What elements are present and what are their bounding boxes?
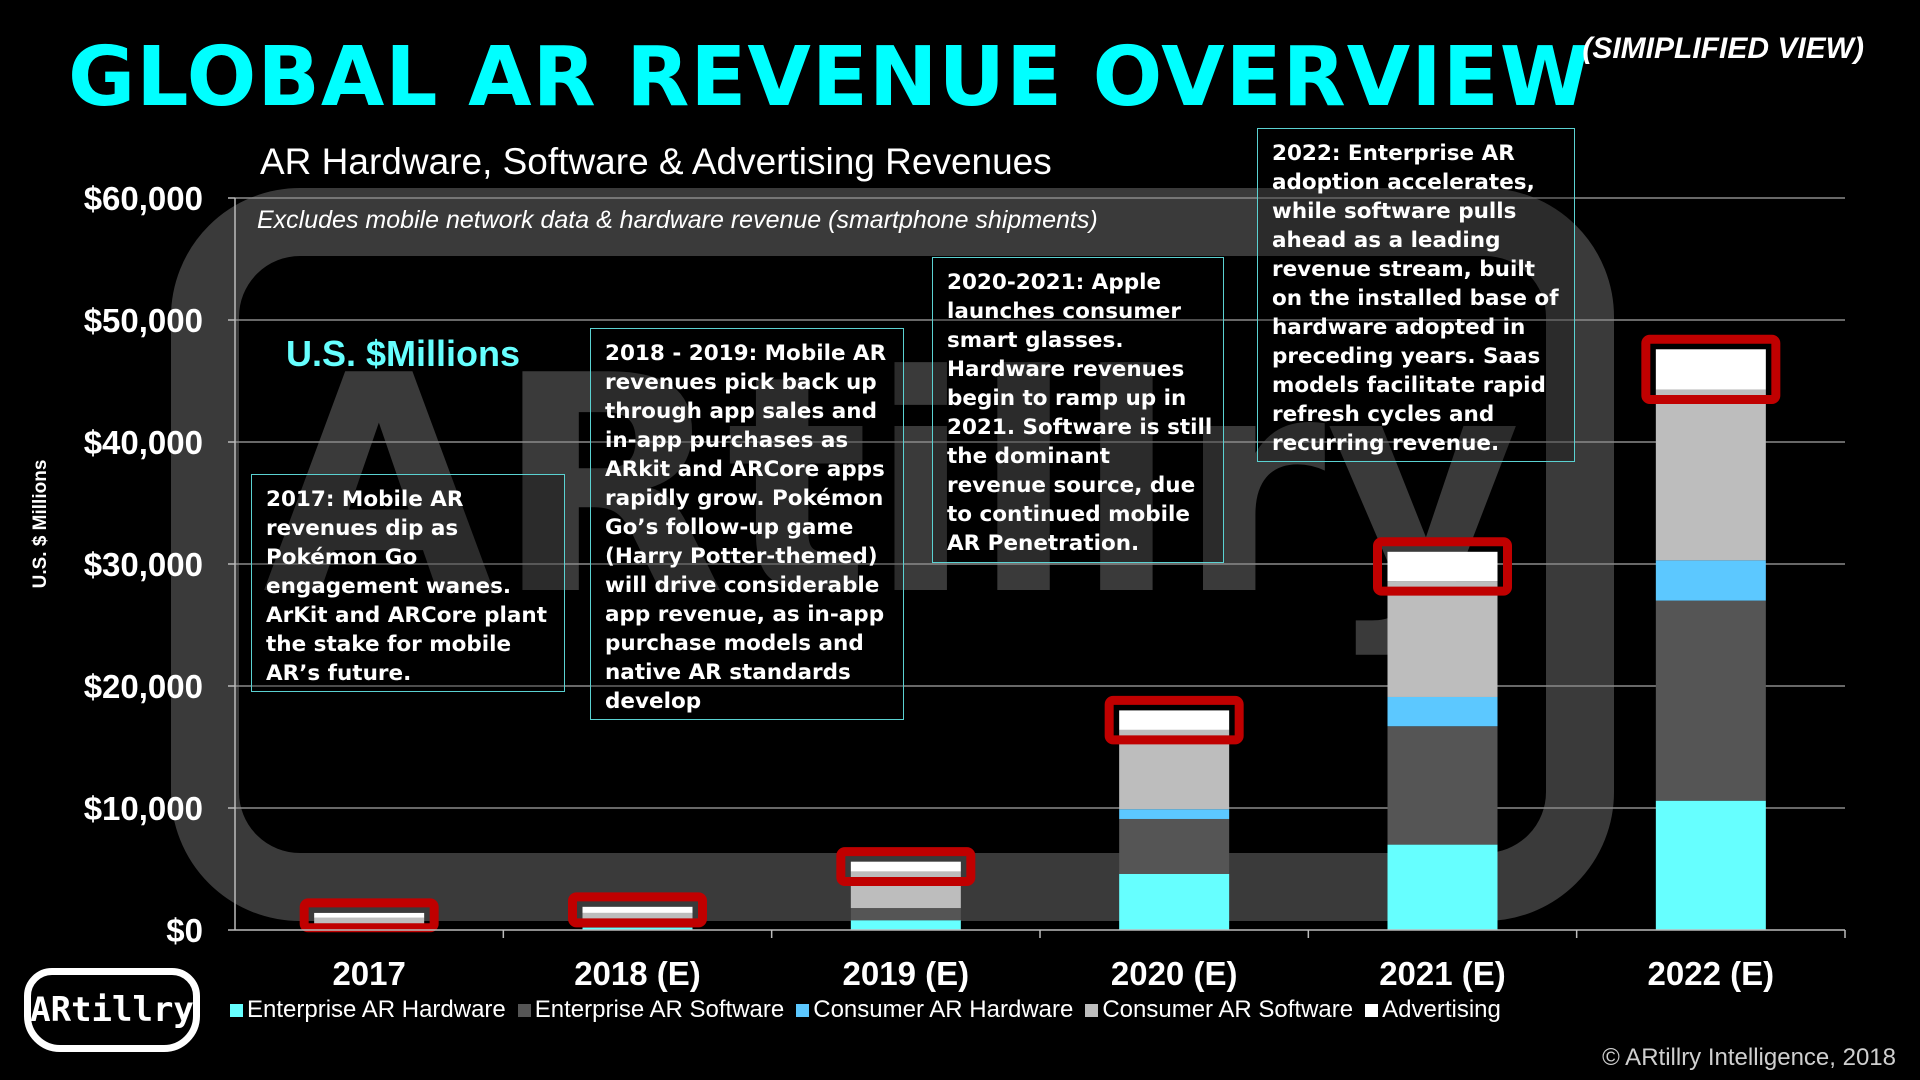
unit-label: U.S. $Millions <box>286 333 520 374</box>
x-tick-label: 2017 <box>332 955 405 992</box>
advertising-highlight <box>1104 695 1244 745</box>
bar-segment-enterprise-ar-hardware <box>1119 873 1230 930</box>
y-axis-label: U.S. $ Millions <box>30 460 51 589</box>
copyright: © ARtillry Intelligence, 2018 <box>1602 1044 1896 1071</box>
legend-item: Enterprise AR Hardware <box>230 996 506 1024</box>
bar-segment-consumer-ar-hardware <box>1119 809 1230 819</box>
advertising-highlight <box>568 892 707 928</box>
advertising-highlight <box>1641 334 1781 405</box>
legend-item: Advertising <box>1365 996 1501 1024</box>
advertising-highlight <box>299 898 439 933</box>
bar-segment-enterprise-ar-hardware <box>1655 800 1766 930</box>
legend-swatch <box>796 1003 810 1017</box>
bar-segment-advertising <box>1387 551 1498 582</box>
bar-segment-enterprise-ar-hardware <box>582 927 693 930</box>
advertising-highlight <box>836 847 976 886</box>
bar-segment-advertising <box>1119 710 1230 730</box>
watermark-text: ARtillry <box>263 312 1522 661</box>
legend-swatch <box>517 1003 531 1017</box>
bar-segment-consumer-ar-hardware <box>1655 560 1766 601</box>
bar-segment-enterprise-ar-hardware <box>1387 844 1498 930</box>
view-tag: (SIMIPLIFIED VIEW) <box>1582 32 1864 65</box>
legend: Enterprise AR Hardware Enterprise AR Soft… <box>230 996 1501 1024</box>
chart-subtitle: Excludes mobile network data & hardware … <box>257 206 1098 234</box>
legend-swatch <box>230 1003 243 1017</box>
y-tick-label: $10,000 <box>84 790 203 827</box>
legend-swatch <box>1085 1003 1099 1017</box>
bar-segment-advertising <box>582 906 693 913</box>
note-2022: 2022: Enterprise AR adoption accelerates… <box>1257 128 1575 462</box>
legend-label: Advertising <box>1382 996 1501 1023</box>
bar-segment-consumer-ar-software <box>314 917 425 928</box>
bar-segment-consumer-ar-software <box>1655 389 1766 561</box>
bar-segment-enterprise-ar-hardware <box>850 920 961 930</box>
y-tick-label: $40,000 <box>84 424 203 461</box>
chart-title: AR Hardware, Software & Advertising Reve… <box>260 141 1052 182</box>
bar-segment-consumer-ar-software <box>1387 581 1498 697</box>
y-tick-label: $60,000 <box>84 180 203 217</box>
bar-segment-consumer-ar-software <box>850 871 961 909</box>
note-2020-2021: 2020-2021: Apple launches consumer smart… <box>932 257 1224 563</box>
x-tick-label: 2021 (E) <box>1379 955 1506 992</box>
legend-label: Enterprise AR Hardware <box>247 996 506 1023</box>
bar-segment-consumer-ar-hardware <box>1387 696 1498 727</box>
bar-segment-advertising <box>1655 349 1766 390</box>
y-tick-label: $50,000 <box>84 302 203 339</box>
legend-label: Consumer AR Hardware <box>813 996 1074 1023</box>
bar-segment-enterprise-ar-software <box>1655 600 1766 801</box>
grid <box>235 197 1845 809</box>
note-2018-2019: 2018 - 2019: Mobile AR revenues pick bac… <box>590 328 904 720</box>
artillry-logo: ARtillry <box>24 968 200 1052</box>
legend-label: Enterprise AR Software <box>534 996 785 1023</box>
x-tick-label: 2022 (E) <box>1648 955 1775 992</box>
y-tick-label: $0 <box>166 912 203 949</box>
legend-item: Consumer AR Hardware <box>796 996 1073 1024</box>
axes: $0 $10,000 $20,000 $30,000 $40,000 $50,000 $60… <box>84 180 1846 992</box>
bar-segment-enterprise-ar-software <box>850 908 961 921</box>
y-tick-label: $20,000 <box>84 668 203 705</box>
bar-segment-enterprise-ar-software <box>1119 818 1230 874</box>
legend-swatch <box>1365 1003 1379 1017</box>
y-tick-label: $30,000 <box>84 546 203 583</box>
bar-segment-advertising <box>850 861 961 872</box>
bar-segment-enterprise-ar-software <box>1387 726 1498 845</box>
note-2017: 2017: Mobile AR revenues dip as Pokémon … <box>251 474 565 692</box>
advertising-highlight <box>1373 537 1512 596</box>
x-tick-label: 2019 (E) <box>843 955 970 992</box>
legend-label: Consumer AR Software <box>1102 996 1354 1023</box>
legend-item: Enterprise AR Software <box>517 996 785 1024</box>
bar-segment-advertising <box>314 912 425 918</box>
x-tick-label: 2020 (E) <box>1111 955 1238 992</box>
page-title: GLOBAL AR REVENUE OVERVIEW <box>68 30 1592 125</box>
legend-item: Consumer AR Software <box>1085 996 1353 1024</box>
bars <box>299 334 1781 933</box>
x-tick-label: 2018 (E) <box>574 955 701 992</box>
